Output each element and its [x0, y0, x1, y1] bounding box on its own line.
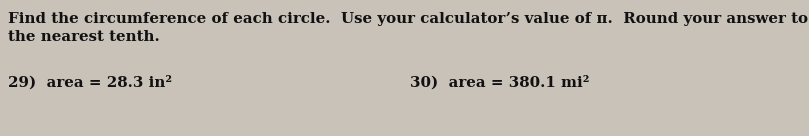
Text: the nearest tenth.: the nearest tenth.	[8, 30, 159, 44]
Text: Find the circumference of each circle.  Use your calculator’s value of π.  Round: Find the circumference of each circle. U…	[8, 12, 808, 26]
Text: 29)  area = 28.3 in²: 29) area = 28.3 in²	[8, 75, 172, 89]
Text: 30)  area = 380.1 mi²: 30) area = 380.1 mi²	[410, 75, 590, 89]
